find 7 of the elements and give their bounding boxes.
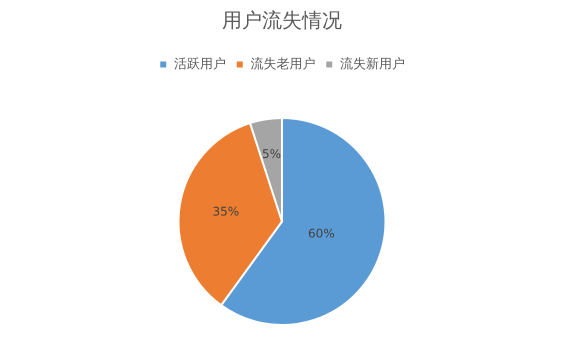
- legend-label: 流失老用户: [250, 56, 316, 72]
- legend-label: 活跃用户: [174, 56, 226, 72]
- legend-label: 流失新用户: [340, 56, 405, 72]
- data-label: 5%: [262, 147, 281, 162]
- data-label: 35%: [212, 204, 240, 219]
- data-label: 60%: [308, 226, 335, 240]
- chart-title: 用户流失情况: [222, 8, 342, 32]
